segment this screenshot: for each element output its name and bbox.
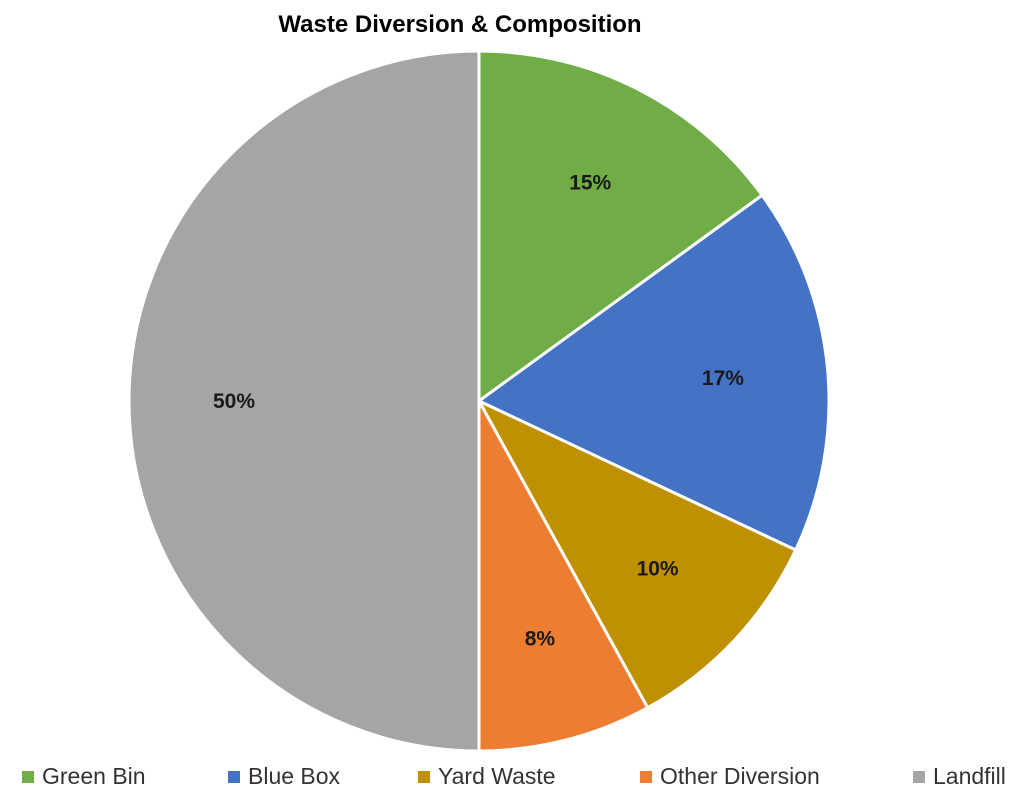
legend-item-blue-box: Blue Box bbox=[228, 763, 341, 789]
data-label-other-diversion: 8% bbox=[525, 627, 556, 650]
pie-slice-other-diversion bbox=[477, 399, 650, 753]
pie-slice-blue-box bbox=[477, 193, 831, 552]
data-label-yard-waste: 10% bbox=[637, 558, 679, 581]
pie-slice-green-bin bbox=[477, 49, 764, 403]
legend-item-yard-waste: Yard Waste bbox=[418, 763, 556, 789]
legend-swatch-other-diversion bbox=[640, 771, 652, 783]
legend-item-green-bin: Green Bin bbox=[22, 763, 146, 789]
data-label-landfill: 50% bbox=[213, 390, 255, 413]
legend-label-blue-box: Blue Box bbox=[248, 763, 341, 789]
legend-label-landfill: Landfill bbox=[933, 763, 1006, 789]
legend-label-other-diversion: Other Diversion bbox=[660, 763, 820, 789]
legend-swatch-green-bin bbox=[22, 771, 34, 783]
pie-slice-landfill bbox=[127, 49, 481, 753]
legend-swatch-yard-waste bbox=[418, 771, 430, 783]
pie-slices bbox=[127, 49, 831, 753]
legend-label-yard-waste: Yard Waste bbox=[438, 763, 556, 789]
legend-item-other-diversion: Other Diversion bbox=[640, 763, 820, 789]
chart-legend: Green Bin Blue Box Yard Waste Other Diversi… bbox=[22, 763, 1006, 789]
legend-item-landfill: Landfill bbox=[913, 763, 1006, 789]
data-label-blue-box: 17% bbox=[702, 367, 744, 390]
legend-swatch-blue-box bbox=[228, 771, 240, 783]
data-label-green-bin: 15% bbox=[569, 172, 611, 195]
pie-data-labels: 15% 17% 10% 8% 50% bbox=[213, 172, 744, 651]
chart-title: Waste Diversion & Composition bbox=[278, 11, 641, 38]
legend-label-green-bin: Green Bin bbox=[42, 763, 146, 789]
pie-slice-yard-waste bbox=[477, 399, 798, 710]
legend-swatch-landfill bbox=[913, 771, 925, 783]
